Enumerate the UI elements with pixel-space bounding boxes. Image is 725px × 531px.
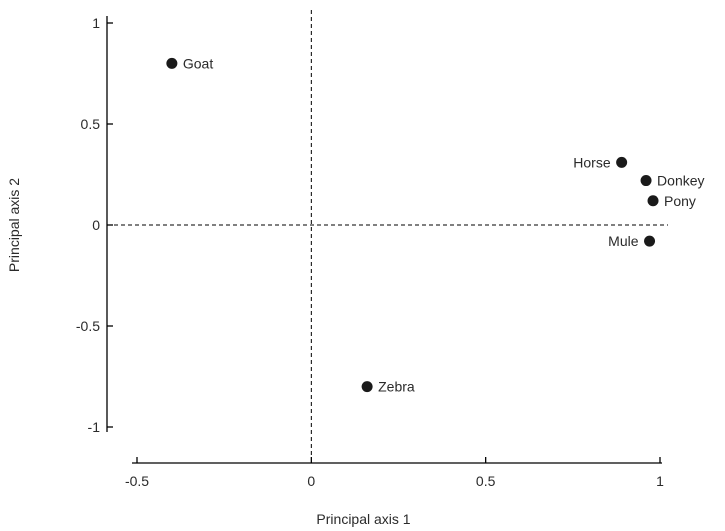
x-tick-label: 1 (656, 473, 664, 489)
point-label-mule: Mule (608, 233, 639, 249)
y-tick-label: 0.5 (81, 116, 101, 132)
y-tick-label: 1 (92, 15, 100, 31)
x-tick-label: 0 (307, 473, 315, 489)
point-zebra (361, 381, 373, 393)
point-horse (616, 156, 628, 168)
point-pony (647, 195, 659, 207)
y-tick-label: 0 (92, 217, 100, 233)
y-tick-label: -1 (88, 419, 101, 435)
point-label-donkey: Donkey (657, 173, 704, 189)
data-points: Goat Horse Donkey Pony Mule Zebra (166, 55, 705, 395)
y-tick-label: -0.5 (76, 318, 100, 334)
reference-lines (107, 10, 668, 455)
point-goat (166, 57, 178, 69)
point-mule (644, 235, 656, 247)
x-axis: -0.5 0 0.5 1 (125, 457, 664, 489)
point-label-goat: Goat (183, 55, 213, 71)
point-label-zebra: Zebra (378, 379, 415, 395)
x-tick-label: 0.5 (476, 473, 496, 489)
y-axis: -1 -0.5 0 0.5 1 (76, 15, 113, 435)
point-label-pony: Pony (664, 193, 696, 209)
x-tick-label: -0.5 (125, 473, 149, 489)
point-label-horse: Horse (573, 154, 611, 170)
y-axis-label: Principal axis 2 (6, 178, 22, 272)
point-donkey (640, 175, 652, 187)
x-axis-label: Principal axis 1 (316, 511, 410, 527)
